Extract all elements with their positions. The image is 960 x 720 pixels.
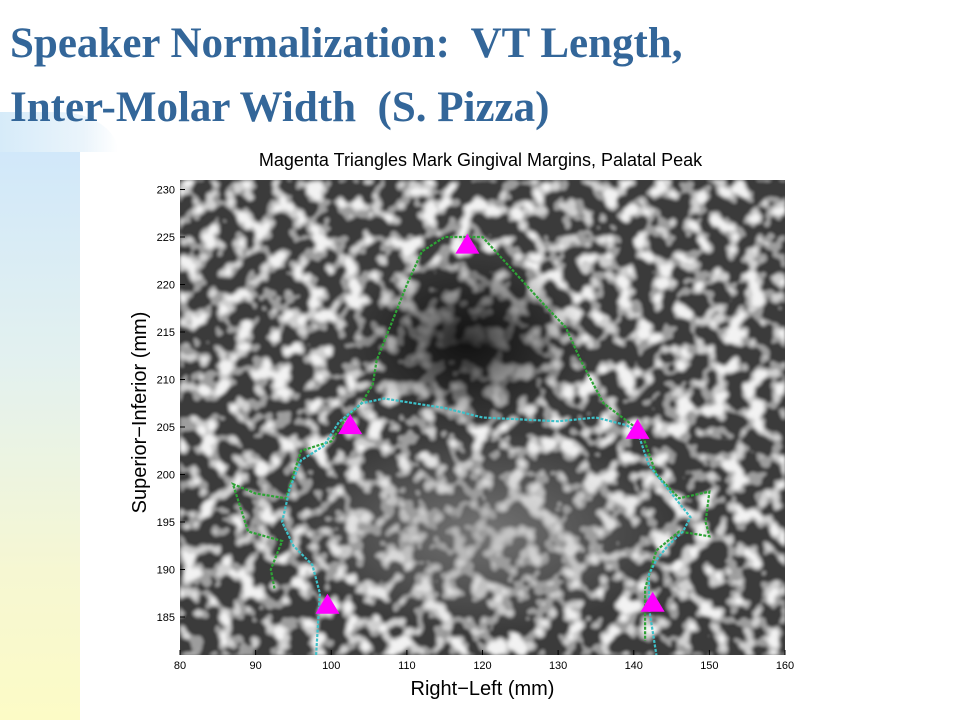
y-tick-label: 190	[157, 565, 175, 577]
x-tick-label: 80	[174, 660, 186, 672]
x-axis-label: Right−Left (mm)	[411, 678, 555, 700]
y-axis-label: Superior−Inferior (mm)	[129, 312, 151, 514]
x-tick-label: 160	[776, 660, 794, 672]
plot-area	[180, 180, 785, 655]
contour-line-1	[231, 235, 711, 641]
triangle-marker-4	[315, 593, 340, 614]
contour-line-2	[280, 397, 692, 655]
y-tick-label: 215	[157, 327, 175, 339]
triangle-marker-1	[455, 233, 480, 254]
triangle-marker-3	[625, 418, 650, 439]
y-tick-label: 210	[157, 375, 175, 387]
x-tick-label: 150	[700, 660, 718, 672]
y-tick-label: 200	[157, 470, 175, 482]
x-tick-label: 140	[625, 660, 643, 672]
triangle-marker-5	[640, 591, 665, 612]
y-tick-label: 230	[157, 185, 175, 197]
y-tick-label: 205	[157, 422, 175, 434]
y-tick-label: 185	[157, 612, 175, 624]
x-tick-label: 90	[250, 660, 262, 672]
series-layer	[231, 235, 711, 655]
x-tick-label: 100	[322, 660, 340, 672]
x-axis: 80 90 100 110 120 130 140 150 160	[174, 650, 794, 672]
slide-title-line-2: Inter-Molar Width (S. Pizza)	[10, 84, 550, 131]
palatal-vault-region	[346, 251, 589, 432]
tongue-region	[293, 431, 672, 632]
slide-title: Speaker Normalization: VT Length, Inter-…	[10, 12, 683, 140]
y-tick-label: 195	[157, 517, 175, 529]
y-axis: 185 190 195 200 205 210 215 220 225 230	[157, 185, 185, 624]
chart-title: Magenta Triangles Mark Gingival Margins,…	[259, 150, 703, 170]
marker-layer	[315, 233, 665, 614]
triangle-marker-2	[338, 414, 363, 435]
x-tick-label: 120	[473, 660, 491, 672]
slide-title-line-1: Speaker Normalization: VT Length,	[10, 20, 683, 67]
x-tick-label: 130	[549, 660, 567, 672]
x-tick-label: 110	[398, 660, 416, 672]
y-tick-label: 220	[157, 280, 175, 292]
y-tick-label: 225	[157, 232, 175, 244]
decorative-gradient-bar	[0, 128, 80, 720]
